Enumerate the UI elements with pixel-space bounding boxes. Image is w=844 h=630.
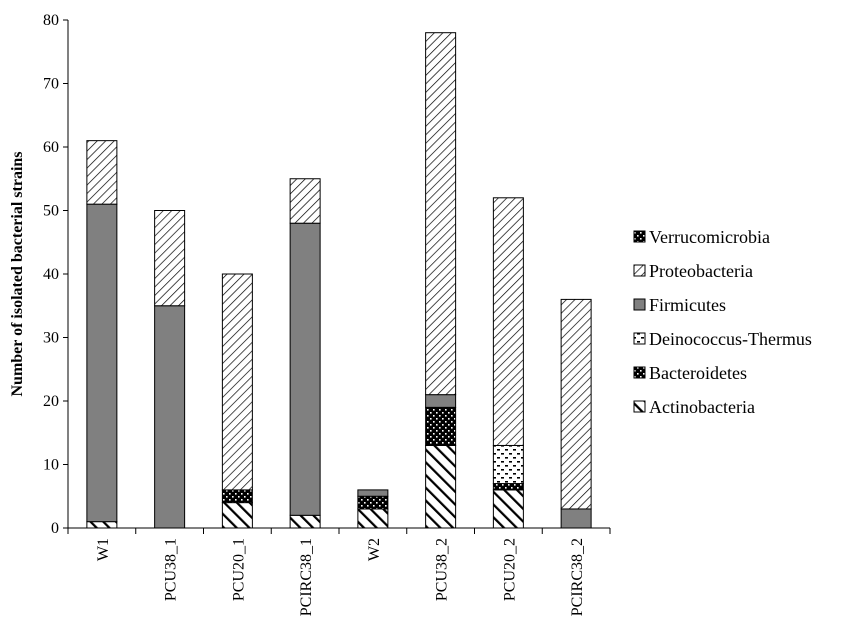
- bar-w1: [86, 140, 118, 529]
- bar-segment-bacteroidetes: [357, 495, 389, 510]
- legend: Verrucomicrobia Proteobacteria Firmicutes D…: [633, 227, 812, 417]
- legend-swatch: [633, 298, 646, 311]
- legend-swatch: [633, 332, 646, 345]
- bar-segment-bacteroidetes: [492, 483, 524, 491]
- x-tick-label: PCU38_2: [434, 538, 451, 601]
- bar-segment-actinobacteria: [289, 514, 321, 529]
- bar-segment-actinobacteria: [221, 502, 253, 529]
- y-tick-label: 60: [43, 139, 59, 156]
- y-tick-label: 10: [43, 457, 59, 474]
- legend-item-bacteroidetes: Bacteroidetes: [633, 363, 747, 383]
- bar-segment-proteobacteria: [221, 273, 253, 491]
- bars: [86, 32, 592, 529]
- legend-item-proteobacteria: Proteobacteria: [633, 261, 753, 281]
- bar-segment-bacteroidetes: [221, 489, 253, 504]
- bar-segment-proteobacteria: [560, 298, 592, 510]
- y-tick-label: 0: [51, 520, 59, 537]
- bar-segment-actinobacteria: [357, 508, 389, 529]
- x-tick-label: PCU38_1: [163, 538, 180, 601]
- x-tick-label: PCIRC38_2: [569, 538, 586, 616]
- y-axis-label: Number of isolated bacterial strains: [9, 151, 26, 396]
- legend-item-firmicutes: Firmicutes: [633, 295, 726, 315]
- bar-pcu20-2: [492, 197, 524, 529]
- bar-segment-firmicutes: [560, 508, 592, 529]
- bar-segment-proteobacteria: [289, 178, 321, 224]
- y-tick-label: 30: [43, 330, 59, 347]
- bar-segment-proteobacteria: [425, 32, 457, 396]
- bar-pcirc38-1: [289, 178, 321, 529]
- x-tick-label: PCU20_2: [501, 538, 518, 601]
- y-tick-label: 50: [43, 203, 59, 220]
- bar-segment-firmicutes: [425, 394, 457, 408]
- x-tick-label: W2: [366, 538, 383, 561]
- bar-segment-proteobacteria: [154, 210, 186, 307]
- bar-pcirc38-2: [560, 298, 592, 529]
- legend-label: Bacteroidetes: [649, 363, 747, 383]
- legend-swatch: [633, 366, 646, 379]
- bar-pcu38-2: [425, 32, 457, 529]
- y-tick-label: 40: [43, 266, 59, 283]
- bar-segment-actinobacteria: [492, 489, 524, 529]
- legend-item-verrucomicrobia: Verrucomicrobia: [633, 227, 770, 247]
- legend-swatch: [633, 230, 646, 243]
- legend-item-deinococcus-thermus: Deinococcus-Thermus: [633, 329, 812, 349]
- bar-w2: [357, 489, 389, 529]
- legend-label: Actinobacteria: [649, 397, 755, 417]
- bar-pcu38-1: [154, 210, 186, 529]
- legend-swatch: [633, 400, 646, 413]
- bar-segment-firmicutes: [86, 203, 118, 523]
- legend-label: Verrucomicrobia: [649, 227, 770, 247]
- y-tick-label: 70: [43, 76, 59, 93]
- y-tick-label: 20: [43, 393, 59, 410]
- x-tick-label: PCU20_1: [230, 538, 247, 601]
- x-tick-label: PCIRC38_1: [298, 538, 315, 616]
- legend-label: Proteobacteria: [649, 261, 753, 281]
- bar-segment-bacteroidetes: [425, 406, 457, 446]
- bar-segment-proteobacteria: [86, 140, 118, 205]
- bar-segment-proteobacteria: [492, 197, 524, 446]
- bar-segment-firmicutes: [357, 489, 389, 497]
- legend-label: Firmicutes: [649, 295, 726, 315]
- legend-label: Deinococcus-Thermus: [649, 329, 812, 349]
- y-tick-label: 80: [43, 12, 59, 29]
- bar-pcu20-1: [221, 273, 253, 529]
- bar-segment-firmicutes: [289, 222, 321, 516]
- bar-segment-deinococcus-thermus: [492, 444, 524, 485]
- x-tick-label: W1: [95, 538, 112, 561]
- legend-item-actinobacteria: Actinobacteria: [633, 397, 755, 417]
- bar-segment-actinobacteria: [86, 521, 118, 529]
- axes: 0 10 20 30 40 50 60 70 80 W1 PCU38_1 PCU20_1 PCIRC38…: [43, 12, 611, 616]
- bar-segment-firmicutes: [154, 305, 186, 529]
- legend-swatch: [633, 264, 646, 277]
- bar-segment-actinobacteria: [425, 444, 457, 529]
